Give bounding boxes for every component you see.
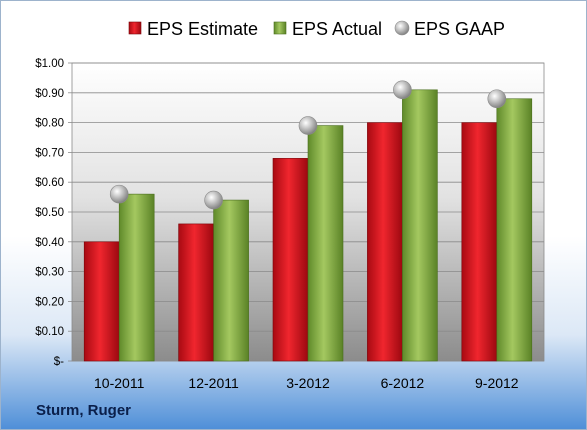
- eps-chart: EPS Estimate EPS Actual EPS GAAP $- $0.10 $0…: [35, 19, 545, 391]
- y-tick-label: $0.40: [35, 237, 64, 249]
- legend: EPS Estimate EPS Actual EPS GAAP: [128, 19, 505, 39]
- y-tick-label: $0.90: [35, 88, 64, 100]
- bar-eps-estimate: [83, 241, 120, 362]
- y-tick-label: $1.00: [35, 58, 64, 70]
- x-tick-label: 9-2012: [475, 375, 519, 391]
- bar-eps-actual: [118, 193, 155, 362]
- legend-label: EPS Actual: [292, 19, 382, 39]
- x-tick-label: 6-2012: [381, 375, 425, 391]
- y-tick-label: $0.20: [35, 296, 64, 308]
- legend-label: EPS Estimate: [147, 19, 258, 39]
- gaap-marker: [298, 116, 318, 135]
- company-label: Sturm, Ruger: [36, 402, 132, 419]
- bar-eps-actual: [307, 125, 344, 362]
- legend-label: EPS GAAP: [414, 19, 505, 39]
- bar-eps-actual: [213, 199, 249, 362]
- y-tick-label: $0.60: [35, 177, 64, 189]
- x-tick-label: 12-2011: [188, 375, 239, 391]
- bars: [83, 89, 533, 362]
- bar-eps-estimate: [272, 158, 309, 362]
- gaap-marker: [487, 89, 507, 109]
- y-tick-label: $0.70: [35, 147, 64, 159]
- bar-eps-estimate: [367, 122, 403, 362]
- y-tick-label: $0.10: [35, 326, 64, 338]
- gaap-markers: [109, 80, 507, 210]
- y-tick-label: $0.80: [35, 118, 64, 130]
- bar-eps-actual: [496, 98, 533, 362]
- legend-swatch: [273, 21, 287, 35]
- y-tick-label: $-: [54, 356, 64, 368]
- y-axis-ticks: $- $0.10 $0.20 $0.30 $0.40 $0.50 $0.60 $0.70 $0.…: [35, 58, 64, 368]
- legend-swatch: [128, 21, 142, 35]
- bar-eps-actual: [402, 89, 438, 362]
- bar-eps-estimate: [461, 122, 498, 362]
- y-tick-label: $0.30: [35, 267, 64, 279]
- x-tick-label: 3-2012: [286, 375, 330, 391]
- gaap-marker: [109, 184, 129, 204]
- gaap-marker: [393, 80, 412, 100]
- x-tick-label: 10-2011: [94, 375, 145, 391]
- gaap-marker: [204, 190, 223, 210]
- legend-swatch: [394, 20, 410, 36]
- y-tick-label: $0.50: [35, 207, 64, 219]
- bar-eps-estimate: [178, 223, 214, 362]
- x-axis-ticks: 10-2011 12-2011 3-2012 6-2012 9-2012: [94, 375, 519, 391]
